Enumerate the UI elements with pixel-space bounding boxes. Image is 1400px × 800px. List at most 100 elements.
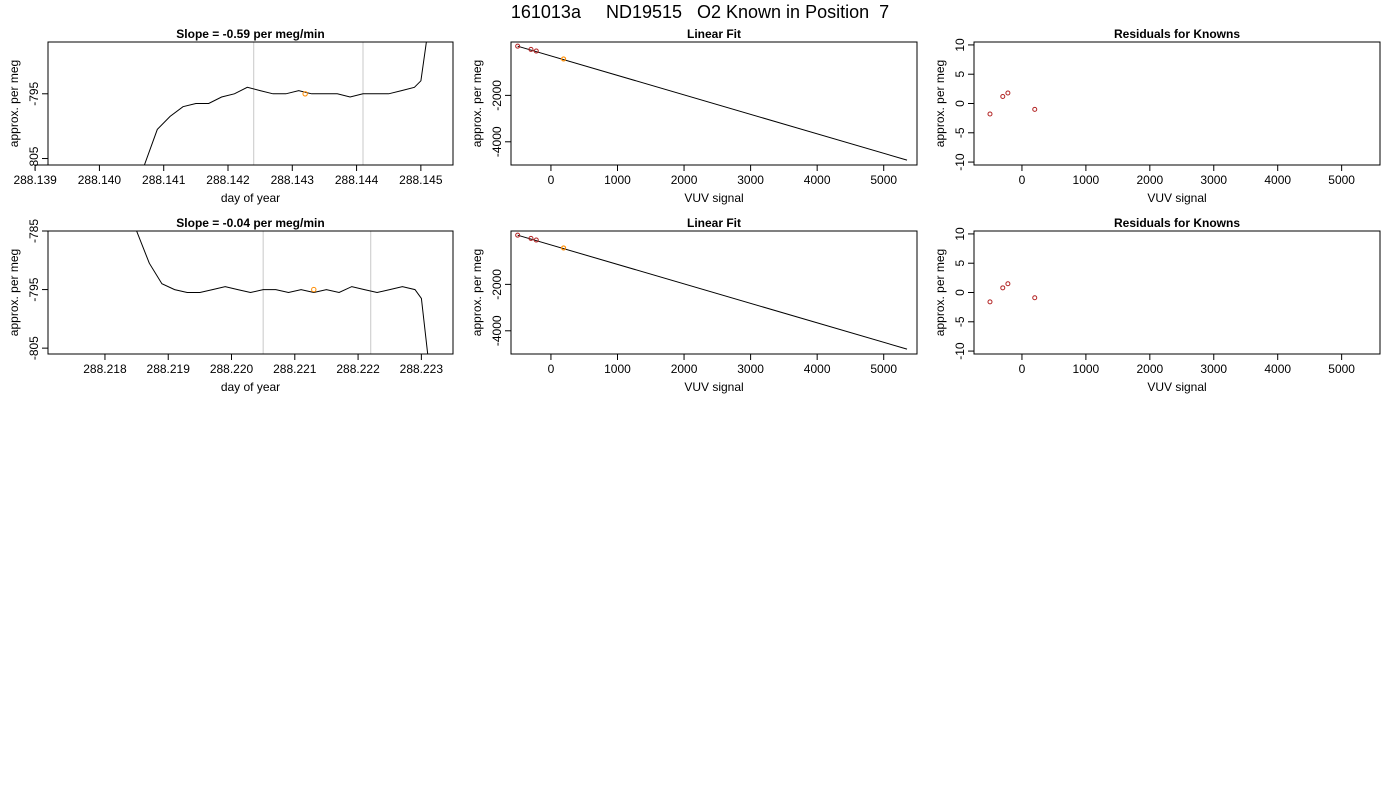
- x-tick-label: 288.145: [399, 173, 443, 187]
- x-tick-label: 4000: [1264, 362, 1291, 376]
- x-tick-label: 288.142: [206, 173, 250, 187]
- panel-title: Slope = -0.04 per meg/min: [176, 216, 324, 230]
- x-tick-label: 288.139: [13, 173, 57, 187]
- x-tick-label: 288.220: [210, 362, 254, 376]
- y-tick-label: 10: [953, 227, 967, 241]
- plot-area: [143, 42, 427, 165]
- known-point: [515, 232, 521, 238]
- fit-line: [517, 45, 908, 161]
- plot-area: [515, 43, 908, 161]
- x-tick-label: 3000: [1200, 173, 1227, 187]
- panel-title: Slope = -0.59 per meg/min: [176, 27, 324, 41]
- plot-area: [987, 281, 1038, 305]
- x-tick-label: 0: [1019, 173, 1026, 187]
- x-tick-label: 2000: [671, 173, 698, 187]
- y-axis-label: approx. per meg: [933, 60, 947, 147]
- unknown-point: [560, 56, 567, 62]
- plot-frame: [47, 230, 454, 355]
- y-tick-label: 10: [953, 38, 967, 52]
- x-tick-label: 288.222: [336, 362, 380, 376]
- x-tick-label: 2000: [1136, 362, 1163, 376]
- x-tick-label: 0: [1019, 362, 1026, 376]
- y-tick-label: -805: [27, 146, 41, 170]
- y-tick-label: 0: [953, 289, 967, 296]
- y-tick-label: -795: [27, 81, 41, 105]
- x-tick-label: 4000: [804, 362, 831, 376]
- x-tick-label: 3000: [737, 362, 764, 376]
- y-tick-label: -2000: [490, 269, 504, 300]
- x-tick-label: 5000: [1328, 173, 1355, 187]
- panel-title: Linear Fit: [687, 27, 741, 41]
- y-tick-label: -785: [27, 219, 41, 243]
- x-tick-label: 0: [548, 362, 555, 376]
- x-tick-label: 0: [548, 173, 555, 187]
- series-line: [136, 231, 429, 354]
- fit-line: [517, 234, 908, 350]
- x-tick-label: 2000: [671, 362, 698, 376]
- x-tick-label: 5000: [1328, 362, 1355, 376]
- plot-frame: [973, 230, 1381, 355]
- plot-area: [515, 232, 908, 350]
- plot-frame: [47, 41, 454, 166]
- x-tick-label: 288.141: [142, 173, 186, 187]
- x-tick-label: 3000: [737, 173, 764, 187]
- panel-title: Linear Fit: [687, 216, 741, 230]
- panel-4: Slope = -0.04 per meg/min 288.218 288.219 2…: [7, 216, 454, 394]
- panel-6: Residuals for Knowns 0 1000 2000 3000 4000 500…: [933, 216, 1381, 394]
- residual-point: [1032, 295, 1038, 301]
- y-tick-label: 5: [953, 260, 967, 267]
- x-tick-label: 4000: [1264, 173, 1291, 187]
- y-tick-label: 5: [953, 71, 967, 78]
- residual-point: [1032, 106, 1038, 112]
- series-line: [143, 42, 427, 165]
- y-axis-label: approx. per meg: [7, 60, 21, 147]
- known-point: [528, 235, 534, 241]
- y-axis-label: approx. per meg: [7, 249, 21, 336]
- plot-frame: [973, 41, 1381, 166]
- x-tick-label: 288.144: [335, 173, 379, 187]
- residual-point: [987, 111, 993, 117]
- x-tick-label: 5000: [870, 173, 897, 187]
- y-tick-label: -10: [953, 342, 967, 360]
- x-tick-label: 288.219: [147, 362, 191, 376]
- panel-title: Residuals for Knowns: [1114, 27, 1240, 41]
- panel-5: Linear Fit 0 1000 2000 3000 4000 5000 VUV signa…: [470, 216, 918, 394]
- x-tick-label: 1000: [604, 173, 631, 187]
- x-tick-label: 1000: [1073, 362, 1100, 376]
- residual-point: [1005, 281, 1011, 287]
- x-axis-label: VUV signal: [684, 380, 743, 394]
- y-tick-label: -5: [953, 316, 967, 327]
- x-axis-label: VUV signal: [1147, 380, 1206, 394]
- x-tick-label: 4000: [804, 173, 831, 187]
- residual-point: [1005, 90, 1011, 96]
- x-tick-label: 3000: [1200, 362, 1227, 376]
- panel-3: Residuals for Knowns 0 1000 2000 3000 4000 500…: [933, 27, 1381, 205]
- known-point: [533, 48, 539, 54]
- plot-frame: [510, 41, 918, 166]
- x-tick-label: 288.221: [273, 362, 317, 376]
- y-tick-label: -4000: [490, 315, 504, 346]
- x-axis-label: day of year: [221, 380, 280, 394]
- y-axis-label: approx. per meg: [933, 249, 947, 336]
- x-tick-label: 5000: [870, 362, 897, 376]
- x-tick-label: 288.218: [83, 362, 127, 376]
- y-tick-label: -2000: [490, 80, 504, 111]
- residual-point: [1000, 93, 1006, 99]
- residual-point: [987, 299, 993, 305]
- y-tick-label: 0: [953, 100, 967, 107]
- plot-area: [987, 90, 1038, 117]
- panel-1: Slope = -0.59 per meg/min 288.139 288.140 2…: [7, 27, 454, 205]
- x-tick-label: 288.140: [78, 173, 122, 187]
- x-tick-label: 1000: [604, 362, 631, 376]
- y-tick-label: -5: [953, 127, 967, 138]
- x-tick-label: 288.223: [400, 362, 444, 376]
- plot-frame: [510, 230, 918, 355]
- y-tick-label: -795: [27, 277, 41, 301]
- known-point: [533, 237, 539, 243]
- panel-2: Linear Fit 0 1000 2000 3000 4000 5000 VUV signa…: [470, 27, 918, 205]
- known-point: [515, 43, 521, 49]
- x-tick-label: 2000: [1136, 173, 1163, 187]
- known-point: [528, 46, 534, 52]
- plot-area: [136, 231, 429, 354]
